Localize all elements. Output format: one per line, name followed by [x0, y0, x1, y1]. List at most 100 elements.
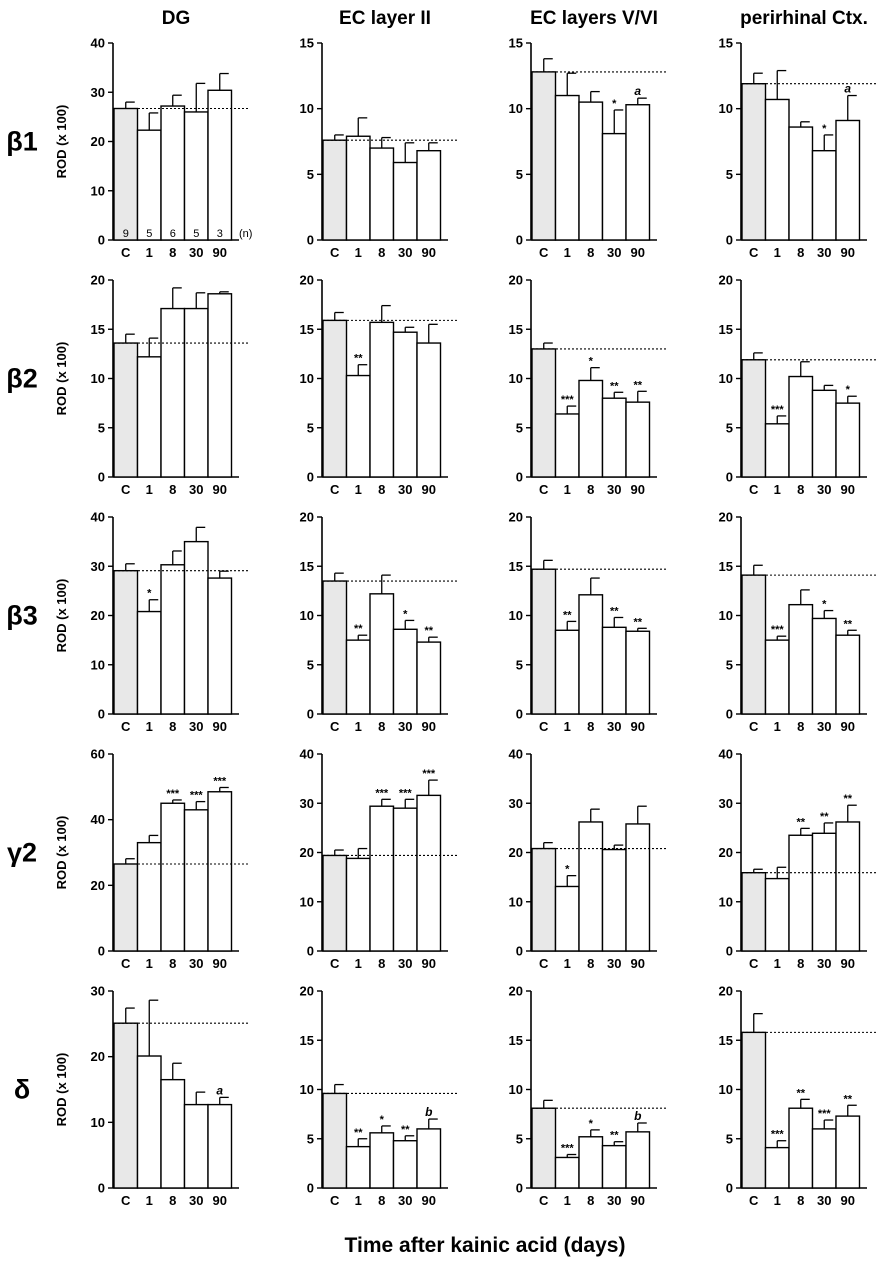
- significance-marker: **: [424, 625, 433, 637]
- column-title: DG: [162, 8, 191, 29]
- treatment-bar: [625, 401, 651, 478]
- treatment-bar: [811, 1128, 837, 1189]
- x-tick-label: 30: [817, 1193, 831, 1208]
- treatment-bar: [416, 641, 442, 715]
- treatment-bar: [369, 805, 395, 952]
- x-tick-label: C: [749, 956, 759, 971]
- y-axis-label: ROD (x 100): [54, 816, 69, 890]
- treatment-bar: [183, 1103, 209, 1189]
- control-bar: [741, 871, 767, 952]
- chart-panel: 0 20 40 60 C 1 *** 8 *** 30 *** 90: [91, 747, 249, 971]
- treatment-bar: [345, 135, 371, 241]
- x-axis-title: Time after kainic acid (days): [345, 1234, 626, 1257]
- x-tick-label: 30: [607, 482, 621, 497]
- treatment-bar: [183, 809, 209, 952]
- y-tick-label: 15: [719, 36, 733, 51]
- y-tick-label: 10: [300, 1082, 314, 1097]
- treatment-bar: [601, 132, 627, 241]
- x-tick-label: 8: [378, 1193, 385, 1208]
- x-tick-label: 90: [841, 719, 855, 734]
- x-tick-label: 90: [631, 245, 645, 260]
- y-axis-label: ROD (x 100): [54, 342, 69, 416]
- y-tick-label: 20: [509, 984, 523, 999]
- x-tick-label: 30: [189, 719, 203, 734]
- treatment-bar: [416, 1128, 442, 1189]
- y-tick-label: 0: [307, 233, 314, 248]
- x-tick-label: C: [330, 482, 340, 497]
- y-tick-label: 0: [307, 707, 314, 722]
- y-tick-label: 15: [300, 559, 314, 574]
- control-bar: [113, 107, 139, 241]
- treatment-bar: [625, 630, 651, 715]
- x-tick-label: 8: [378, 482, 385, 497]
- significance-marker: **: [401, 1124, 410, 1136]
- treatment-bar: [369, 593, 395, 715]
- significance-marker: **: [610, 1130, 619, 1142]
- chart-panel: 0 5 10 15 20 C 1 8 30 90: [91, 273, 249, 497]
- significance-letter: b: [425, 1105, 432, 1119]
- treatment-bar: [160, 105, 186, 241]
- y-tick-label: 0: [98, 233, 105, 248]
- chart-panel: 0 5 10 15 20 C ** 1 8 30 90: [300, 273, 458, 497]
- y-tick-label: 30: [91, 85, 105, 100]
- x-tick-label: 30: [817, 956, 831, 971]
- y-tick-label: 20: [719, 984, 733, 999]
- x-tick-label: 8: [587, 719, 594, 734]
- y-tick-label: 30: [509, 796, 523, 811]
- y-tick-label: 20: [509, 510, 523, 525]
- significance-marker: **: [796, 816, 805, 828]
- x-tick-label: 90: [631, 956, 645, 971]
- x-tick-label: 30: [189, 482, 203, 497]
- significance-marker: **: [633, 616, 642, 628]
- y-tick-label: 10: [719, 894, 733, 909]
- x-tick-label: 90: [841, 482, 855, 497]
- treatment-bar: [136, 129, 162, 241]
- significance-marker: *: [380, 1114, 385, 1126]
- y-tick-label: 20: [509, 273, 523, 288]
- control-bar: [322, 580, 348, 715]
- treatment-bar: [554, 94, 580, 241]
- significance-marker: *: [612, 98, 617, 110]
- x-tick-label: 1: [564, 482, 571, 497]
- x-tick-label: 30: [398, 719, 412, 734]
- control-bar: [322, 854, 348, 952]
- y-tick-label: 10: [300, 608, 314, 623]
- x-tick-label: 8: [587, 245, 594, 260]
- significance-marker: ***: [771, 404, 785, 416]
- control-bar: [113, 1022, 139, 1189]
- y-tick-label: 20: [719, 845, 733, 860]
- x-tick-label: 90: [422, 719, 436, 734]
- x-tick-label: 8: [169, 956, 176, 971]
- y-tick-label: 20: [300, 845, 314, 860]
- y-tick-label: 0: [98, 707, 105, 722]
- treatment-bar: [811, 832, 837, 952]
- x-tick-label: 1: [774, 956, 781, 971]
- x-tick-label: 1: [355, 245, 362, 260]
- treatment-bar: [554, 1156, 580, 1189]
- x-tick-label: 8: [797, 956, 804, 971]
- y-tick-label: 20: [91, 1049, 105, 1064]
- y-tick-label: 0: [98, 944, 105, 959]
- significance-marker: **: [843, 618, 852, 630]
- treatment-bar: [183, 307, 209, 478]
- treatment-bar: [345, 857, 371, 952]
- treatment-bar: [554, 629, 580, 715]
- x-tick-label: 8: [797, 1193, 804, 1208]
- significance-marker: **: [563, 609, 572, 621]
- x-tick-label: 8: [378, 956, 385, 971]
- y-tick-label: 40: [91, 36, 105, 51]
- control-bar: [531, 71, 557, 241]
- row-label: β3: [6, 601, 38, 631]
- x-tick-label: 90: [631, 719, 645, 734]
- treatment-bar: [183, 111, 209, 241]
- y-tick-label: 60: [91, 747, 105, 762]
- x-tick-label: C: [121, 1193, 131, 1208]
- y-tick-label: 0: [726, 1181, 733, 1196]
- y-tick-label: 20: [91, 134, 105, 149]
- y-tick-label: 5: [307, 420, 314, 435]
- y-tick-label: 5: [307, 657, 314, 672]
- treatment-bar: [625, 104, 651, 241]
- significance-marker: ***: [375, 787, 389, 799]
- chart-panel: 0 5 10 15 20 C ** 1 * 8 ** 30 b 90: [300, 984, 458, 1208]
